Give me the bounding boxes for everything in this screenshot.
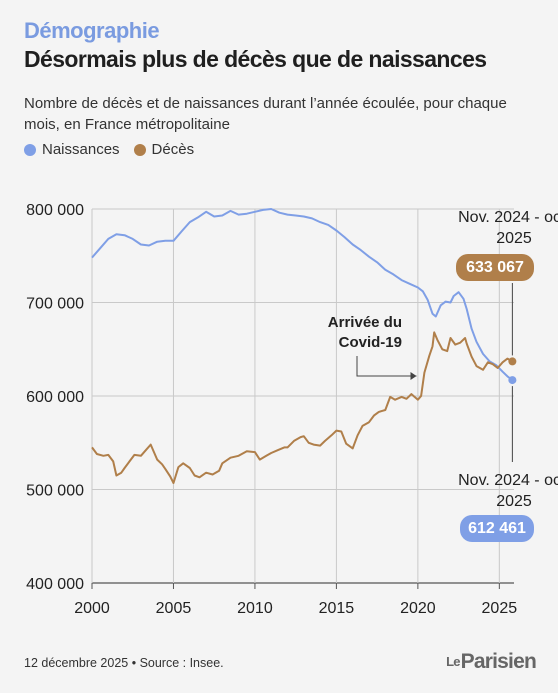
- covid-arrow-head: [410, 372, 417, 380]
- y-tick-label: 700 000: [26, 296, 84, 313]
- covid-arrow-line: [356, 356, 417, 377]
- x-tick-label: 2005: [156, 600, 192, 617]
- x-tick-label: 2010: [237, 600, 273, 617]
- y-tick-label: 500 000: [26, 483, 84, 500]
- kicker: Démographie: [24, 18, 160, 43]
- deces-value-badge: 633 067: [456, 254, 534, 281]
- naissances-period-label: Nov. 2024 - oct. 2025: [458, 472, 558, 510]
- legend-label-naissances: Naissances: [42, 141, 120, 158]
- legend-label-deces: Décès: [151, 141, 195, 158]
- footer-note: 12 décembre 2025 • Source : Insee.: [24, 656, 224, 670]
- legend-item-naissances: Naissances: [24, 141, 120, 158]
- y-tick-label: 600 000: [26, 389, 84, 406]
- page-title: Désormais plus de décès que de naissance…: [24, 46, 487, 72]
- y-tick-label: 800 000: [26, 202, 84, 219]
- x-tick-label: 2015: [319, 600, 355, 617]
- x-tick-label: 2020: [400, 600, 436, 617]
- legend-item-deces: Décès: [133, 141, 195, 158]
- le-parisien-logo: LeParisien: [446, 650, 537, 673]
- legend-dot-deces: [133, 143, 146, 156]
- deces-period-label: Nov. 2024 - oct. 2025: [458, 209, 558, 247]
- series-line-deces: [91, 331, 513, 484]
- end-point-naissances: [508, 376, 517, 385]
- x-tick-label: 2000: [74, 600, 110, 617]
- legend: Naissances Décès: [24, 141, 208, 158]
- end-point-deces: [508, 357, 517, 366]
- y-tick-label: 400 000: [26, 576, 84, 593]
- covid-annotation: Arrivée du Covid-19: [327, 314, 402, 351]
- legend-dot-naissances: [24, 143, 36, 156]
- x-tick-label: 2025: [482, 600, 518, 617]
- subtitle: Nombre de décès et de naissances durant …: [24, 95, 507, 133]
- naissances-value-badge: 612 461: [460, 515, 534, 542]
- series-line-naissances: [91, 208, 514, 381]
